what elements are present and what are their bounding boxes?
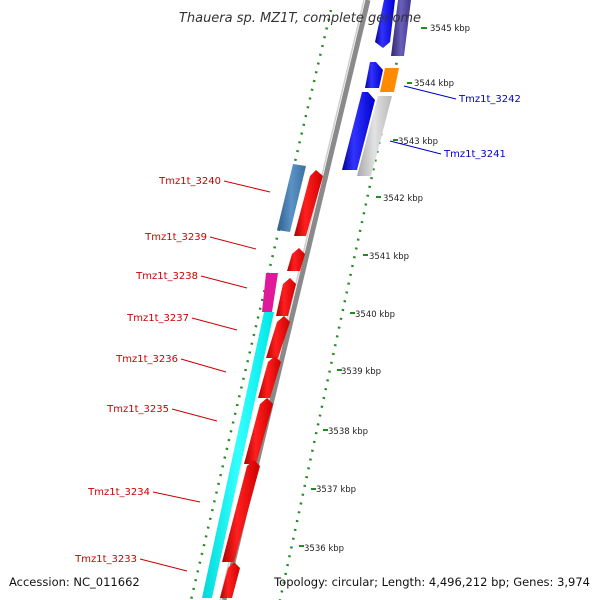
feature-red (287, 248, 305, 271)
gene-label: Tmz1t_3233 (74, 554, 137, 565)
feature-red (276, 278, 296, 316)
feature-blue (375, 0, 395, 48)
feature-blue (342, 92, 375, 170)
feature-cyan (202, 312, 274, 598)
track-line (191, 317, 238, 331)
kbp-label: 3536 kbp (304, 544, 344, 554)
kbp-label: 3545 kbp (430, 24, 470, 34)
right-gene-labels: Tmz1t_3242 Tmz1t_3241 (389, 85, 521, 160)
kbp-label: 3544 kbp (414, 79, 454, 89)
feature-red (266, 316, 290, 358)
track-line (171, 408, 218, 422)
track-line (180, 358, 227, 373)
accession-text: Accession: NC_011662 (9, 575, 140, 589)
kbp-label: 3542 kbp (383, 194, 423, 204)
track-line (139, 558, 188, 572)
gene-label: Tmz1t_3241 (443, 149, 506, 160)
gene-label: Tmz1t_3234 (87, 487, 150, 498)
plus-strand-features (220, 170, 323, 598)
track-line (223, 180, 271, 193)
feature-red (258, 356, 281, 398)
gene-label: Tmz1t_3237 (126, 313, 189, 324)
feature-red (294, 170, 323, 236)
gene-label: Tmz1t_3240 (158, 176, 221, 187)
dotted-track-left (189, 9, 333, 600)
kbp-label: 3543 kbp (398, 137, 438, 147)
kbp-label: 3537 kbp (316, 485, 356, 495)
track-line (389, 140, 442, 155)
gene-label: Tmz1t_3238 (135, 271, 198, 282)
feature-slate (391, 0, 411, 56)
map-title: Thauera sp. MZ1T, complete genome (179, 11, 421, 26)
track-line (403, 85, 457, 100)
upper-features (342, 0, 411, 176)
left-gene-labels: Tmz1t_3240 Tmz1t_3239 Tmz1t_3238 Tmz1t_3… (74, 176, 271, 572)
gene-label: Tmz1t_3242 (458, 94, 521, 105)
kbp-label: 3541 kbp (369, 252, 409, 262)
kbp-label: 3540 kbp (355, 310, 395, 320)
track-line (209, 236, 257, 250)
gene-label: Tmz1t_3239 (144, 232, 207, 243)
track-line (152, 491, 201, 503)
minus-strand-features (202, 164, 306, 598)
topology-info-text: Topology: circular; Length: 4,496,212 bp… (273, 575, 590, 589)
feature-red (220, 562, 240, 598)
kbp-label: 3539 kbp (341, 367, 381, 377)
feature-orange (380, 68, 399, 92)
feature-red (244, 398, 273, 464)
feature-gray (357, 96, 392, 176)
track-line (189, 9, 333, 600)
feature-blue (365, 62, 383, 88)
feature-magenta (262, 273, 278, 312)
track-line (200, 275, 248, 289)
gene-label: Tmz1t_3236 (115, 354, 178, 365)
gene-label: Tmz1t_3235 (106, 404, 169, 415)
kbp-label: 3538 kbp (328, 427, 368, 437)
kbp-scale: 3545 kbp 3544 kbp 3543 kbp 3542 kbp 3541… (299, 24, 470, 554)
feature-red (222, 460, 260, 562)
feature-steelblue (277, 164, 306, 232)
